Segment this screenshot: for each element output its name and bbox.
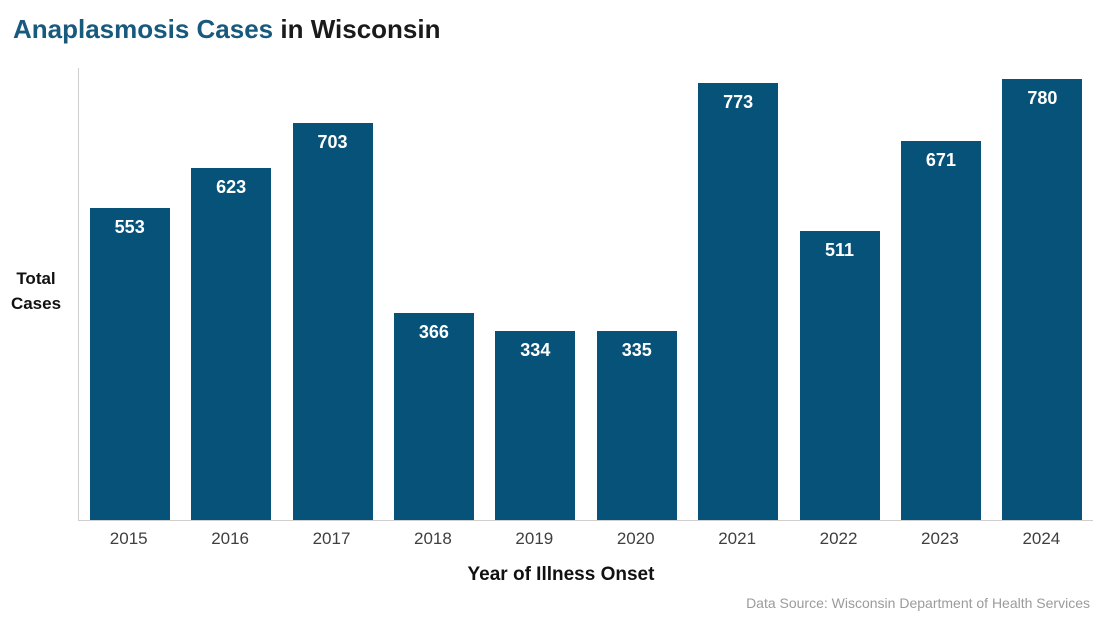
bar-2017: 703 (292, 122, 373, 520)
bar-value-label: 703 (317, 131, 348, 152)
x-tick-labels: 2015 2016 2017 2018 2019 2020 2021 2022 2023 2024 (78, 529, 1092, 549)
bar-column-2022: 511 (789, 68, 890, 520)
bar-value-label: 773 (723, 92, 754, 113)
bar-value-label: 335 (621, 339, 652, 360)
bar-column-2015: 553 (79, 68, 180, 520)
chart-title: Anaplasmosis Cases in Wisconsin (13, 14, 440, 45)
bar-2021: 773 (698, 83, 779, 520)
x-tick-label-2023: 2023 (921, 529, 959, 548)
bar-value-label: 671 (925, 149, 956, 170)
bar-value-label: 366 (418, 322, 449, 343)
bar-value-label: 511 (825, 240, 855, 261)
x-tick-label-2017: 2017 (312, 529, 351, 548)
x-tick-label-2020: 2020 (616, 529, 655, 548)
bar-column-2016: 623 (180, 68, 281, 520)
bar-2022: 511 (799, 231, 880, 520)
source-credit: Data Source: Wisconsin Department of Hea… (746, 595, 1090, 611)
x-tick-label-2018: 2018 (414, 529, 452, 548)
y-axis-label: Total Cases (0, 266, 72, 316)
bar-column-2017: 703 (282, 68, 383, 520)
bar-2018: 366 (393, 313, 474, 520)
bar-value-label: 780 (1027, 88, 1058, 109)
y-axis-label-line2: Cases (10, 294, 62, 313)
bars-row: 553 623 703 366 334 335 773 511 671 780 (79, 68, 1093, 520)
bar-2023: 671 (900, 140, 981, 520)
bar-column-2023: 671 (890, 68, 991, 520)
bar-column-2020: 335 (586, 68, 687, 520)
bar-2016: 623 (191, 168, 272, 520)
x-tick-label-2019: 2019 (515, 529, 554, 548)
x-tick-label-2016: 2016 (211, 529, 250, 548)
x-tick-label-2022: 2022 (819, 529, 858, 548)
bar-column-2019: 334 (485, 68, 586, 520)
bar-2020: 335 (596, 330, 677, 520)
bar-2019: 334 (495, 331, 576, 520)
x-tick-label-2021: 2021 (718, 529, 757, 548)
plot-area: 553 623 703 366 334 335 773 511 671 780 (78, 68, 1093, 521)
chart-title-rest: in Wisconsin (273, 14, 441, 44)
x-axis-title: Year of Illness Onset (467, 564, 655, 585)
x-tick-label-2024: 2024 (1022, 529, 1061, 548)
bar-column-2024: 780 (992, 68, 1093, 520)
bar-value-label: 553 (114, 216, 145, 237)
bar-column-2018: 366 (383, 68, 484, 520)
y-axis-label-line1: Total (16, 269, 56, 288)
bar-column-2021: 773 (687, 68, 788, 520)
bar-value-label: 334 (520, 340, 551, 361)
chart-title-accent: Anaplasmosis Cases (13, 14, 274, 44)
bar-2015: 553 (89, 207, 170, 520)
x-tick-label-2015: 2015 (109, 529, 148, 548)
bar-value-label: 623 (216, 177, 247, 197)
bar-2024: 780 (1002, 79, 1083, 520)
